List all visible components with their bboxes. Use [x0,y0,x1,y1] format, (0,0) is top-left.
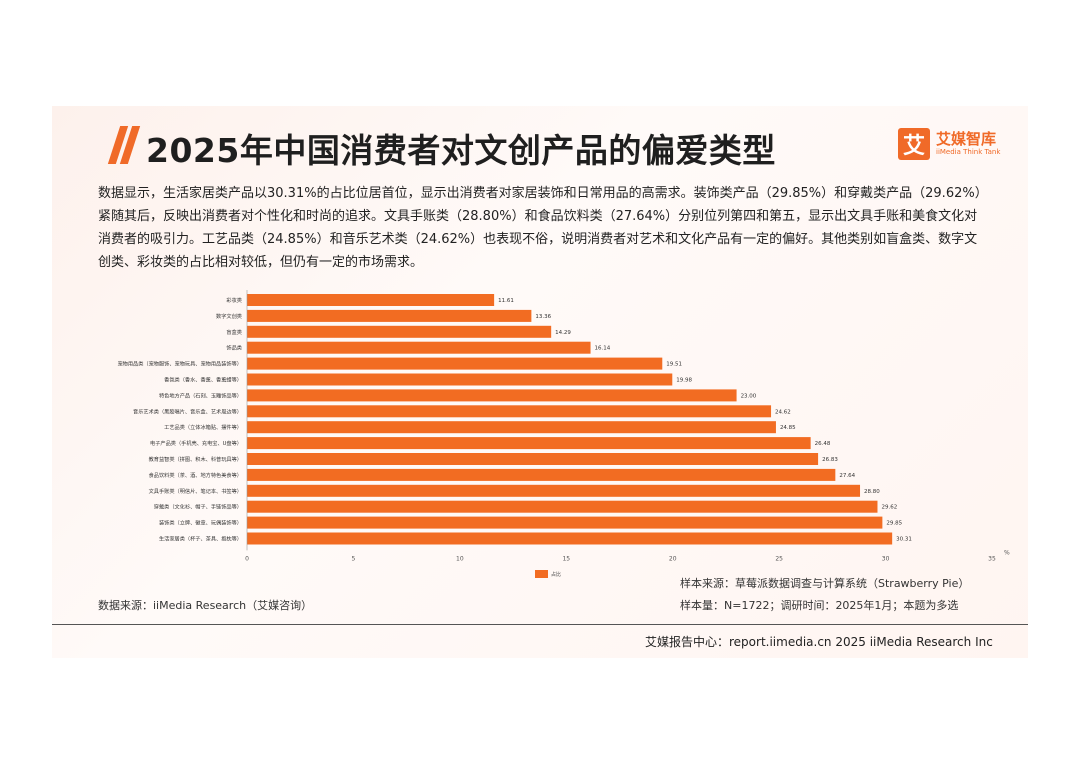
value-label: 19.98 [676,378,692,384]
value-label: 30.31 [896,537,912,543]
value-label: 28.80 [864,489,880,495]
x-tick-label: 35 [988,555,996,562]
bar [247,357,663,370]
value-label: 11.61 [498,298,514,304]
category-label: 特色地方产品（石刻、玉雕饰品等） [159,391,242,399]
category-label: 装饰类（立牌、徽章、玩偶装饰等） [159,519,242,527]
sample-size: 样本量：N=1722；调研时间：2025年1月；本题为多选 [680,599,959,612]
x-tick-label: 0 [245,555,249,562]
footer-divider [52,624,1028,625]
value-label: 23.00 [741,393,757,399]
value-label: 26.83 [822,457,838,463]
x-tick-label: 10 [456,555,464,562]
category-label: 教育益智类（拼图、积木、科普玩具等） [149,455,242,463]
legend-swatch [535,570,548,578]
logo: 艾 艾媒智库 iiMedia Think Tank [898,128,1000,160]
x-tick-label: 15 [562,555,570,562]
sample-source: 样本来源：草莓派数据调查与计算系统（Strawberry Pie） [680,577,970,590]
value-label: 16.14 [595,346,611,352]
value-label: 29.62 [881,505,897,511]
category-label: 文具手账类（明信片、笔记本、书签等） [149,487,242,495]
bar [247,468,836,481]
value-label: 29.85 [886,521,902,527]
bar [247,484,861,497]
bar [247,532,893,545]
category-label: 宠物用品类（宠物服饰、宠物玩具、宠物用品装饰等） [117,360,242,368]
value-label: 13.36 [535,314,551,320]
category-label: 饰品类 [226,344,242,352]
description-paragraph: 数据显示，生活家居类产品以30.31%的占比位居首位，显示出消费者对家居装饰和日… [98,186,988,270]
value-label: 24.85 [780,425,796,431]
logo-icon: 艾 [898,128,930,160]
value-label: 24.62 [775,409,791,415]
category-label: 穿戴类（文化衫、帽子、手链饰品等） [154,503,242,511]
legend-label: 占比 [551,571,562,578]
data-source: 数据来源：iiMedia Research（艾媒咨询） [98,599,313,612]
x-tick-label: 20 [669,555,677,562]
value-label: 14.29 [555,330,571,336]
bar [247,325,552,338]
bar [247,500,878,513]
x-tick-label: 30 [882,555,890,562]
category-label: 数字文创类 [216,312,242,320]
value-label: 19.51 [666,362,682,368]
x-tick-label: 25 [775,555,783,562]
bar-chart: 彩妆类 11.61 数字文创类 13.36 盲盒类 14.29 饰品类 16.14 宠物用品类（… [117,290,1010,562]
category-label: 盲盒类 [226,328,242,336]
value-label: 27.64 [839,473,855,479]
bar [247,516,883,529]
category-label: 生活家居类（杯子、茶具、抱枕等） [159,535,242,543]
category-label: 音乐艺术类（黑胶唱片、音乐盒、艺术周边等） [133,407,242,415]
bar [247,294,495,306]
bar [247,405,772,418]
category-label: 食品饮料类（茶、酒、地方特色美食等） [149,471,242,479]
value-label: 26.48 [815,441,831,447]
category-label: 香氛类（香水、香薰、香薰蜡等） [164,376,242,384]
footer-text: 艾媒报告中心：report.iimedia.cn 2025 iiMedia Re… [645,635,993,649]
x-tick-label: 5 [352,555,356,562]
category-label: 电子产品类（手机壳、充电宝、U盘等） [150,439,242,447]
bar [247,309,532,322]
bar [247,453,819,465]
bar [247,437,811,450]
x-unit-label: % [1004,549,1010,556]
logo-name-en: iiMedia Think Tank [936,148,1001,156]
bar [247,389,737,402]
category-label: 彩妆类 [226,296,242,304]
bar [247,421,776,434]
category-label: 工艺品类（立体冰箱贴、摆件等） [164,423,242,431]
bar [247,373,673,386]
legend: 占比 [535,570,561,578]
bar [247,341,591,354]
logo-name-cn: 艾媒智库 [936,130,997,148]
page-title: 2025年中国消费者对文创产品的偏爱类型 [146,131,776,170]
